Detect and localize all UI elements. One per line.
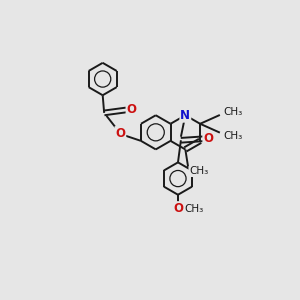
Text: O: O	[173, 202, 183, 215]
Text: O: O	[203, 132, 213, 145]
Text: CH₃: CH₃	[223, 107, 242, 117]
Text: O: O	[127, 103, 136, 116]
Text: CH₃: CH₃	[184, 204, 204, 214]
Text: O: O	[116, 127, 125, 140]
Text: CH₃: CH₃	[189, 167, 208, 176]
Text: CH₃: CH₃	[223, 130, 242, 141]
Text: N: N	[180, 109, 190, 122]
